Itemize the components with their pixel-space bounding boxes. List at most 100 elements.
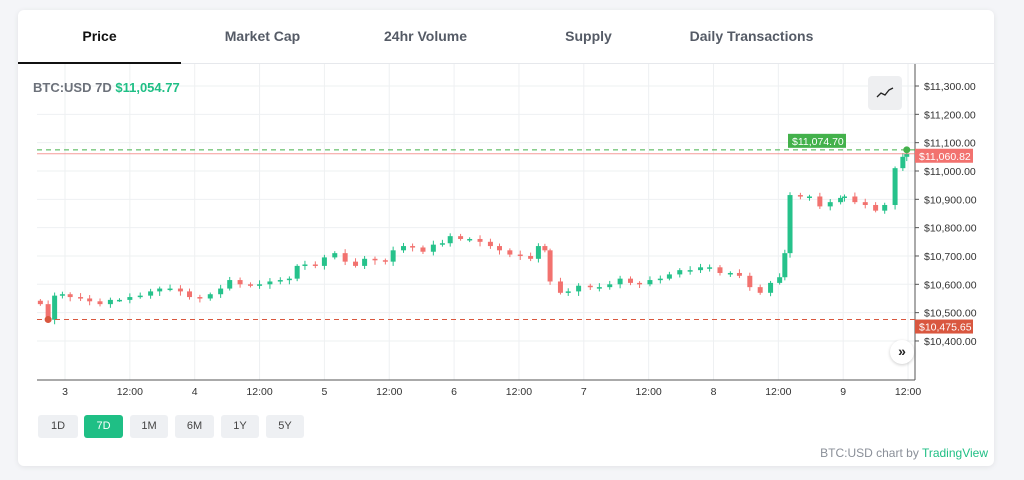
price-line-label: $11,060.82 xyxy=(919,151,971,163)
candle-body xyxy=(576,285,582,292)
candle-body xyxy=(97,301,103,305)
candle-body xyxy=(247,284,253,286)
candle-body xyxy=(410,246,416,248)
candle-body xyxy=(362,258,368,266)
tradingview-link[interactable]: TradingView xyxy=(921,446,988,460)
candle-body xyxy=(59,294,65,296)
candle-body xyxy=(382,260,388,262)
time-axis-label: 12:00 xyxy=(895,386,921,398)
price-line-label: $10,475.65 xyxy=(919,322,972,334)
time-axis-label: 12:00 xyxy=(765,386,791,398)
range-1m-button[interactable]: 1M xyxy=(130,415,168,438)
price-line-label-box xyxy=(915,319,973,334)
current-price: $11,054.77 xyxy=(115,80,180,95)
candle-body xyxy=(321,257,327,266)
price-chart-card: Price Market Cap 24hr Volume Supply Dail… xyxy=(18,10,994,466)
candle-body xyxy=(218,288,224,295)
candle-body xyxy=(852,196,858,203)
candlestick-chart[interactable]: $11,300.00 $11,200.00 $11,100.00 $11,000.00… xyxy=(18,64,994,404)
range-5y-button[interactable]: 5Y xyxy=(266,415,304,438)
candle-body xyxy=(736,272,742,276)
tab-supply[interactable]: Supply xyxy=(565,28,612,44)
tab-24hr-volume[interactable]: 24hr Volume xyxy=(384,28,467,44)
candle-body xyxy=(787,195,793,254)
price-axis-label: $11,100.00 xyxy=(924,138,976,150)
time-axis-label: 6 xyxy=(451,386,457,398)
candle-body xyxy=(467,238,473,241)
tab-daily-transactions[interactable]: Daily Transactions xyxy=(689,28,814,44)
candle-body xyxy=(900,156,906,169)
range-1d-button[interactable]: 1D xyxy=(38,415,78,438)
candle-body xyxy=(535,246,541,259)
candle-body xyxy=(687,270,693,272)
candle-body xyxy=(267,281,273,285)
candle-body xyxy=(67,294,73,298)
price-axis-label: $10,700.00 xyxy=(924,251,977,263)
attribution: BTC:USD chart by TradingView xyxy=(820,446,988,460)
candle-body xyxy=(827,202,833,207)
candle-body xyxy=(237,280,243,285)
range-1y-button[interactable]: 1Y xyxy=(221,415,259,438)
candle-body xyxy=(227,280,233,289)
candle-body xyxy=(430,244,436,252)
candle-body xyxy=(747,275,753,288)
candle-body xyxy=(882,204,888,211)
price-line-label-box xyxy=(788,133,846,148)
candle-body xyxy=(904,153,910,157)
low-price-marker xyxy=(44,316,52,324)
price-axis-label: $11,000.00 xyxy=(924,166,976,178)
attribution-text: BTC:USD chart by xyxy=(820,446,919,460)
candle-body xyxy=(647,280,653,285)
candle-body xyxy=(542,246,548,251)
last-price-marker xyxy=(903,146,911,154)
candle-body xyxy=(302,264,308,266)
time-axis-label: 5 xyxy=(321,386,327,398)
candle-body xyxy=(757,287,763,293)
candle-body xyxy=(372,258,378,261)
candle-body xyxy=(87,298,93,302)
range-7d-button[interactable]: 7D xyxy=(84,415,123,438)
candle-body xyxy=(277,280,283,282)
candle-body xyxy=(439,243,445,245)
candle-body xyxy=(312,264,318,266)
range-6m-button[interactable]: 6M xyxy=(175,415,214,438)
candle-body xyxy=(768,282,774,293)
candle-body xyxy=(838,197,844,203)
chart-style-button[interactable] xyxy=(868,76,902,110)
scroll-to-realtime-button[interactable]: » xyxy=(890,340,914,364)
candle-body xyxy=(477,238,483,242)
candle-body xyxy=(52,295,58,320)
candle-body xyxy=(777,277,783,283)
candle-body xyxy=(627,278,633,283)
candle-body xyxy=(873,204,879,211)
tab-market-cap[interactable]: Market Cap xyxy=(224,28,301,44)
tab-price[interactable]: Price xyxy=(18,10,181,64)
time-axis-label: 12:00 xyxy=(506,386,532,398)
candle-body xyxy=(107,299,113,305)
candle-body xyxy=(547,250,553,282)
time-axis-label: 12:00 xyxy=(376,386,402,398)
candle-body xyxy=(78,297,84,299)
double-chevron-right-icon: » xyxy=(898,343,906,359)
candle-body xyxy=(507,250,513,255)
candle-body xyxy=(127,297,133,300)
candle-body xyxy=(797,195,803,197)
candle-body xyxy=(862,202,868,205)
candle-body xyxy=(617,278,623,285)
candle-body xyxy=(294,265,300,279)
time-axis-label: 3 xyxy=(62,386,68,398)
candle-body xyxy=(148,291,154,296)
candle-body xyxy=(707,267,713,269)
candle-body xyxy=(596,287,602,289)
candle-body xyxy=(528,255,534,259)
chart-legend: BTC:USD 7D $11,054.77 xyxy=(33,80,180,95)
candle-body xyxy=(197,297,203,299)
candle-body xyxy=(607,284,613,288)
price-axis-label: $11,200.00 xyxy=(924,109,976,121)
candle-body xyxy=(187,291,193,298)
time-axis-label: 7 xyxy=(581,386,587,398)
candle-body xyxy=(727,272,733,275)
candle-body xyxy=(207,294,213,299)
candle-body xyxy=(698,267,704,271)
price-axis-label: $10,400.00 xyxy=(924,336,977,348)
